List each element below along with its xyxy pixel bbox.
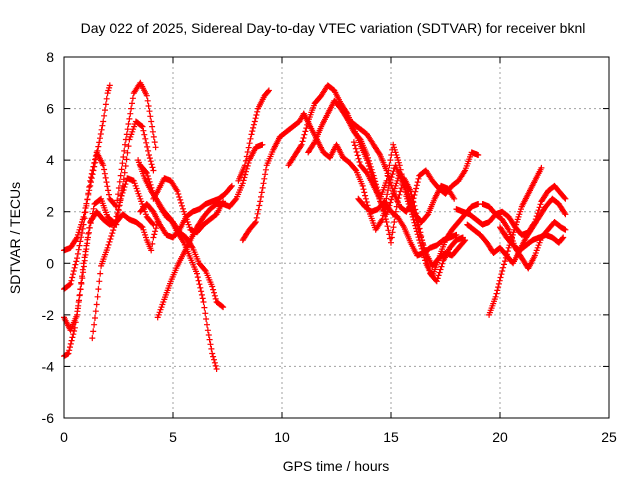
chart-title: Day 022 of 2025, Sidereal Day-to-day VTE… (81, 20, 586, 36)
series-track-22 (479, 201, 569, 272)
series-markers (61, 79, 159, 293)
series-track-2 (61, 79, 159, 293)
x-tick-label: 10 (274, 429, 290, 445)
x-axis-label: GPS time / hours (283, 458, 390, 474)
series-markers (137, 162, 227, 311)
plot-frame (63, 56, 610, 419)
series-line (288, 84, 466, 267)
x-tick-label: 20 (492, 429, 508, 445)
series-markers (137, 182, 235, 241)
x-tick-label: 5 (169, 429, 177, 445)
series-markers (300, 110, 458, 233)
series-markers (154, 141, 266, 321)
series-track-20 (464, 195, 569, 267)
series-track-11 (239, 110, 307, 244)
series-markers (150, 175, 227, 236)
y-tick-label: 4 (46, 152, 54, 168)
series-track-12 (235, 87, 272, 184)
series-markers (355, 195, 460, 259)
series-markers (344, 115, 482, 215)
series-markers (89, 175, 157, 342)
series-track-9 (154, 141, 266, 321)
x-tick-label: 0 (60, 429, 68, 445)
y-tick-label: 8 (46, 49, 54, 65)
series-track-23 (497, 224, 567, 254)
series-track-18 (355, 195, 460, 259)
series-markers (239, 110, 307, 244)
series-markers (497, 224, 567, 254)
x-tick-label: 25 (601, 429, 617, 445)
y-tick-label: 6 (46, 101, 54, 117)
y-axis-label: SDTVAR / TECUs (7, 182, 23, 294)
x-tick-label: 15 (383, 429, 399, 445)
series-markers (350, 139, 466, 285)
x-tick-labels: 0 5 10 15 20 25 (60, 429, 617, 445)
series-track-7 (137, 162, 227, 311)
y-tick-label: 0 (46, 255, 54, 271)
series-track-10 (150, 175, 227, 236)
y-tick-label: -2 (42, 307, 55, 323)
y-tick-label: 2 (46, 204, 54, 220)
data-series (61, 79, 569, 372)
y-tick-label: -4 (42, 358, 55, 374)
axis-ticks (63, 56, 610, 419)
series-track-17 (350, 139, 466, 285)
y-tick-label: -6 (42, 410, 55, 426)
series-track-5 (89, 175, 157, 342)
series-markers (235, 87, 272, 184)
series-track-14 (300, 110, 458, 233)
y-tick-labels: -6 -4 -2 0 2 4 6 8 (42, 49, 55, 426)
series-markers (479, 201, 569, 272)
